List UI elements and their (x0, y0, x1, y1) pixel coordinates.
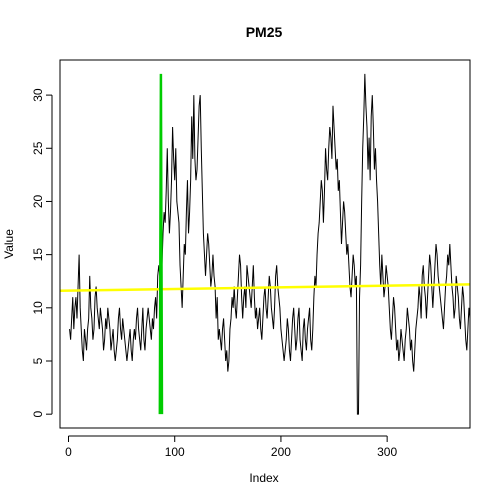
x-axis: 0 100 200 300 (65, 435, 397, 459)
y-tick-label: 0 (31, 411, 45, 418)
series-yellow-line (60, 283, 470, 293)
plot-frame (59, 59, 471, 429)
y-tick-label: 5 (31, 357, 45, 364)
x-tick-label: 300 (377, 445, 397, 459)
x-tick-label: 200 (271, 445, 291, 459)
chart-title: PM25 (246, 24, 283, 40)
y-axis-title: Value (2, 229, 16, 259)
y-tick-label: 10 (31, 301, 45, 315)
y-axis: 0 5 10 15 20 25 30 (31, 88, 53, 418)
y-tick-label: 30 (31, 88, 45, 102)
series-black-line (69, 73, 470, 415)
x-axis-title: Index (249, 471, 278, 485)
x-tick-label: 100 (165, 445, 185, 459)
y-tick-label: 20 (31, 194, 45, 208)
series-layer (60, 73, 470, 415)
x-tick-label: 0 (65, 445, 72, 459)
y-tick-label: 25 (31, 141, 45, 155)
y-tick-label: 15 (31, 248, 45, 262)
series-green-line (158, 73, 164, 415)
